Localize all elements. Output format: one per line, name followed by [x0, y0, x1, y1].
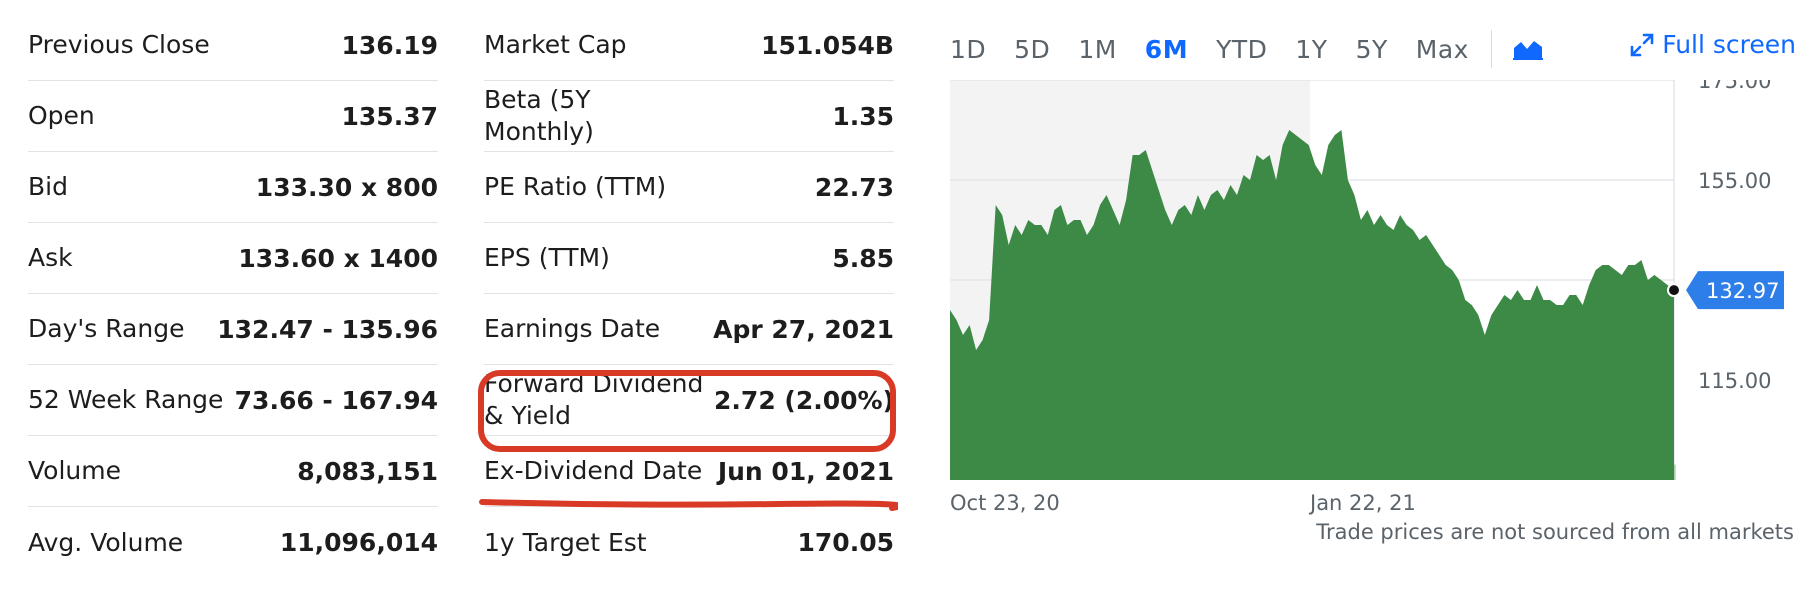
current-price-tag-shape: [1686, 271, 1784, 310]
y-tick-label: 115.00: [1698, 369, 1771, 393]
highlight-box-annotation: [478, 370, 896, 452]
stat-label: Avg. Volume: [28, 527, 184, 557]
stat-row-market-cap: Market Cap 151.054B: [484, 10, 894, 81]
y-axis-ticks: 175.00 155.00 115.00: [1698, 80, 1771, 393]
current-price-tag[interactable]: 132.97: [1667, 271, 1784, 310]
stat-label: Beta (5Y Monthly): [484, 85, 594, 146]
x-tick-label: Oct 23, 20: [950, 491, 1060, 515]
range-ytd[interactable]: YTD: [1216, 34, 1268, 64]
range-max[interactable]: Max: [1415, 34, 1469, 64]
stat-value: 73.66 - 167.94: [234, 385, 438, 415]
current-price-dot: [1667, 283, 1681, 298]
stat-row-previous-close: Previous Close 136.19: [28, 10, 438, 81]
stat-row-eps-ttm: EPS (TTM) 5.85: [484, 223, 894, 294]
fullscreen-label: Full screen: [1662, 30, 1796, 59]
underline-annotation: [479, 499, 898, 511]
disclaimer: Trade prices are not sourced from all ma…: [1316, 520, 1794, 544]
range-5d[interactable]: 5D: [1014, 34, 1051, 64]
stats-table-left: Previous Close 136.19 Open 135.37 Bid 133.30 …: [28, 10, 438, 578]
range-selector: 1D 5D 1M 6M YTD 1Y 5Y Max: [950, 30, 1544, 68]
y-tick-label: 155.00: [1698, 169, 1771, 193]
stat-row-1y-target-est: 1y Target Est 170.05: [484, 507, 894, 578]
stat-label: Bid: [28, 172, 68, 201]
current-price-label: 132.97: [1706, 279, 1779, 303]
stat-row-earnings-date: Earnings Date Apr 27, 2021: [484, 294, 894, 365]
stat-value: Apr 27, 2021: [713, 314, 894, 344]
stat-value: Jun 01, 2021: [717, 456, 894, 486]
range-1y[interactable]: 1Y: [1295, 34, 1328, 64]
stat-value: 170.05: [797, 528, 894, 557]
stat-value: 133.30 x 800: [255, 172, 438, 202]
stat-label: Day's Range: [28, 314, 185, 343]
stat-label: Open: [28, 101, 95, 130]
range-5y[interactable]: 5Y: [1355, 34, 1388, 64]
stat-value: 135.37: [341, 101, 438, 131]
stat-value: 5.85: [832, 243, 894, 273]
range-1d[interactable]: 1D: [950, 34, 987, 64]
stats-table-right: Market Cap 151.054B Beta (5Y Monthly) 1.35 P…: [484, 10, 894, 578]
stat-label: PE Ratio (TTM): [484, 172, 667, 201]
stat-value: 132.47 - 135.96: [217, 314, 438, 344]
stat-label: EPS (TTM): [484, 243, 610, 272]
range-divider: [1490, 30, 1493, 68]
x-tick-label: Jan 22, 21: [1308, 491, 1416, 515]
stat-value: 136.19: [341, 30, 438, 60]
stat-label: Ask: [28, 243, 73, 272]
stat-row-pe-ratio-ttm: PE Ratio (TTM) 22.73: [484, 152, 894, 223]
stat-value: 1.35: [832, 101, 894, 131]
stat-label: 1y Target Est: [484, 527, 647, 557]
stat-row-volume: Volume 8,083,151: [28, 436, 438, 507]
stat-label: Volume: [28, 456, 121, 485]
stat-row-beta-5y-monthly: Beta (5Y Monthly) 1.35: [484, 81, 894, 152]
stat-row-open: Open 135.37: [28, 81, 438, 152]
stat-row-ex-dividend-date: Ex-Dividend Date Jun 01, 2021: [484, 436, 894, 507]
stat-label: 52 Week Range: [28, 385, 224, 414]
range-1m[interactable]: 1M: [1078, 34, 1117, 64]
x-axis-ticks: Oct 23, 20 Jan 22, 21: [950, 491, 1416, 515]
volume-bar: [1672, 464, 1676, 480]
chart-panel: 1D 5D 1M 6M YTD 1Y 5Y Max Full screen 17…: [950, 0, 1818, 598]
stat-value: 11,096,014: [279, 528, 438, 557]
stat-label: Market Cap: [484, 30, 627, 59]
range-6m[interactable]: 6M: [1144, 34, 1189, 64]
stat-value: 22.73: [814, 172, 894, 202]
expand-arrows-icon: [1630, 33, 1654, 56]
stat-value: 2.72 (2.00%): [714, 385, 894, 415]
stat-label: Earnings Date: [484, 314, 661, 343]
stat-value: 133.60 x 1400: [238, 243, 438, 273]
stat-value: 151.054B: [761, 30, 894, 60]
stat-label: Ex-Dividend Date: [484, 456, 703, 485]
stat-value: 8,083,151: [297, 456, 438, 486]
price-area: [950, 130, 1674, 480]
stat-row-bid: Bid 133.30 x 800: [28, 152, 438, 223]
stat-row-52-week-range: 52 Week Range 73.66 - 167.94: [28, 365, 438, 436]
stat-row-ask: Ask 133.60 x 1400: [28, 223, 438, 294]
y-tick-label: 175.00: [1698, 80, 1771, 93]
stat-row-avg-volume: Avg. Volume 11,096,014: [28, 507, 438, 578]
fullscreen-button[interactable]: Full screen: [1630, 30, 1796, 59]
area-chart-icon[interactable]: [1512, 38, 1544, 60]
stat-label: Previous Close: [28, 30, 210, 59]
stat-row-day-s-range: Day's Range 132.47 - 135.96: [28, 294, 438, 365]
